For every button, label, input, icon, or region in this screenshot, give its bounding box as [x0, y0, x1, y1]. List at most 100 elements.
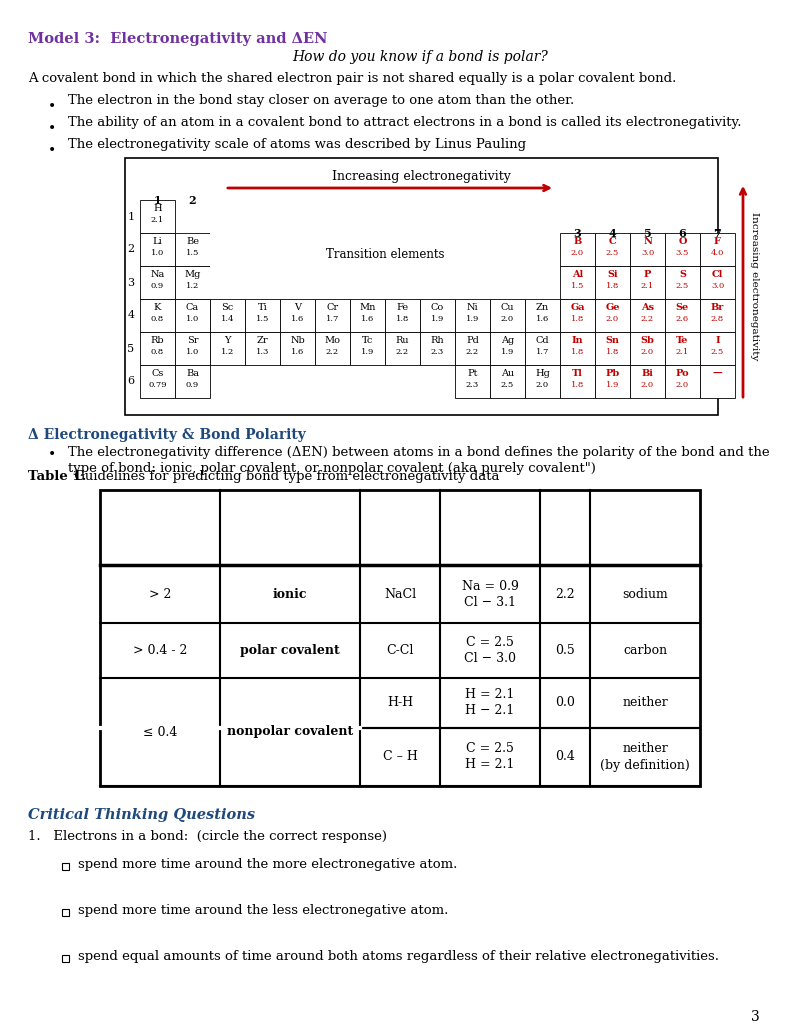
Text: 2.1: 2.1 [641, 282, 654, 290]
Text: neither: neither [623, 696, 668, 710]
Text: 0.9: 0.9 [186, 381, 199, 389]
Bar [315, 266, 350, 299]
Bar [62, 863, 69, 870]
Text: Table 1.: Table 1. [28, 470, 86, 483]
Bar [490, 233, 525, 266]
Text: spend more time around the less electronegative atom.: spend more time around the less electron… [78, 904, 448, 918]
Text: Critical Thinking Questions: Critical Thinking Questions [28, 808, 255, 822]
Text: C: C [608, 237, 616, 246]
Text: 2.8: 2.8 [711, 315, 724, 323]
Text: The ability of an atom in a covalent bond to attract electrons in a bond is call: The ability of an atom in a covalent bon… [68, 116, 741, 129]
Text: Na: Na [150, 270, 165, 279]
Text: carbon: carbon [623, 644, 667, 657]
Text: Co: Co [431, 303, 444, 312]
Bar [525, 299, 560, 332]
Text: 1.8: 1.8 [396, 315, 409, 323]
Text: Au: Au [501, 369, 514, 378]
Text: Sb: Sb [641, 336, 654, 345]
Text: 2.0: 2.0 [641, 348, 654, 356]
Bar [455, 299, 490, 332]
Text: H: H [153, 204, 162, 213]
Text: 6: 6 [127, 377, 134, 386]
Text: Br: Br [711, 303, 725, 312]
Bar [140, 332, 175, 365]
Text: 2.3: 2.3 [466, 381, 479, 389]
Text: 0.5: 0.5 [555, 644, 575, 657]
Text: Sc: Sc [221, 303, 233, 312]
Bar [560, 233, 595, 266]
Text: 1.8: 1.8 [606, 282, 619, 290]
Text: 1.5: 1.5 [186, 249, 199, 257]
Text: 1.0: 1.0 [186, 348, 199, 356]
Text: neither
(by definition): neither (by definition) [600, 742, 690, 771]
Text: Type of bond: Type of bond [245, 521, 335, 534]
Bar [350, 299, 385, 332]
Bar [420, 200, 455, 233]
Text: Ag: Ag [501, 336, 514, 345]
Bar [175, 332, 210, 365]
Text: Increasing electronegativity: Increasing electronegativity [332, 170, 511, 183]
Bar [525, 332, 560, 365]
Text: 2.5: 2.5 [501, 381, 514, 389]
Text: N: N [643, 237, 652, 246]
Text: 3.5: 3.5 [676, 249, 689, 257]
Text: 4.0: 4.0 [711, 249, 725, 257]
Text: S: S [679, 270, 686, 279]
Text: 1.9: 1.9 [501, 348, 514, 356]
Text: 2.5: 2.5 [711, 348, 724, 356]
Bar [630, 233, 665, 266]
Text: Guidelines for predicting bond type from electronegativity data: Guidelines for predicting bond type from… [70, 470, 499, 483]
Bar [210, 200, 245, 233]
Text: Cl: Cl [712, 270, 723, 279]
Bar [420, 266, 455, 299]
Bar [385, 200, 420, 233]
Text: polar covalent: polar covalent [240, 644, 340, 657]
Bar [245, 200, 280, 233]
Text: 1.0: 1.0 [186, 315, 199, 323]
Bar [210, 233, 245, 266]
Text: •: • [48, 449, 56, 462]
Text: 1.5: 1.5 [255, 315, 269, 323]
Text: Zn: Zn [536, 303, 549, 312]
Text: 1.5: 1.5 [571, 282, 585, 290]
Text: 1.8: 1.8 [606, 348, 619, 356]
Bar [560, 266, 595, 299]
Bar [700, 365, 735, 398]
Text: 1.8: 1.8 [571, 381, 585, 389]
Bar [125, 158, 718, 415]
Text: ≤ 0.4: ≤ 0.4 [143, 725, 177, 738]
Bar [210, 266, 245, 299]
Bar [280, 332, 315, 365]
Bar [420, 233, 455, 266]
Text: 3.0: 3.0 [641, 249, 654, 257]
Text: 1.   Electrons in a bond:  (circle the correct response): 1. Electrons in a bond: (circle the corr… [28, 830, 387, 843]
Text: 1.7: 1.7 [326, 315, 339, 323]
Text: spend more time around the more electronegative atom.: spend more time around the more electron… [78, 858, 457, 871]
Text: C-Cl: C-Cl [386, 644, 414, 657]
Text: Ge: Ge [605, 303, 620, 312]
Bar [420, 299, 455, 332]
Text: Rh: Rh [430, 336, 445, 345]
Text: Te: Te [676, 336, 689, 345]
Bar [665, 365, 700, 398]
Text: Pb: Pb [605, 369, 619, 378]
Text: —: — [713, 369, 722, 378]
Bar [455, 200, 490, 233]
Text: Ba: Ba [186, 369, 199, 378]
Text: 0.0: 0.0 [555, 696, 575, 710]
Text: 2: 2 [127, 245, 134, 255]
Bar [140, 200, 175, 233]
Text: 0.79: 0.79 [148, 381, 167, 389]
Bar [280, 266, 315, 299]
Text: Example: Example [373, 521, 427, 534]
Text: 5: 5 [644, 228, 651, 239]
Bar [62, 909, 69, 916]
Text: 2.1: 2.1 [676, 348, 689, 356]
Bar [455, 233, 490, 266]
Bar [245, 332, 280, 365]
Bar [280, 299, 315, 332]
Bar [490, 200, 525, 233]
Text: ΔEN: ΔEN [551, 521, 580, 534]
Bar [455, 266, 490, 299]
Text: Mg: Mg [184, 270, 201, 279]
